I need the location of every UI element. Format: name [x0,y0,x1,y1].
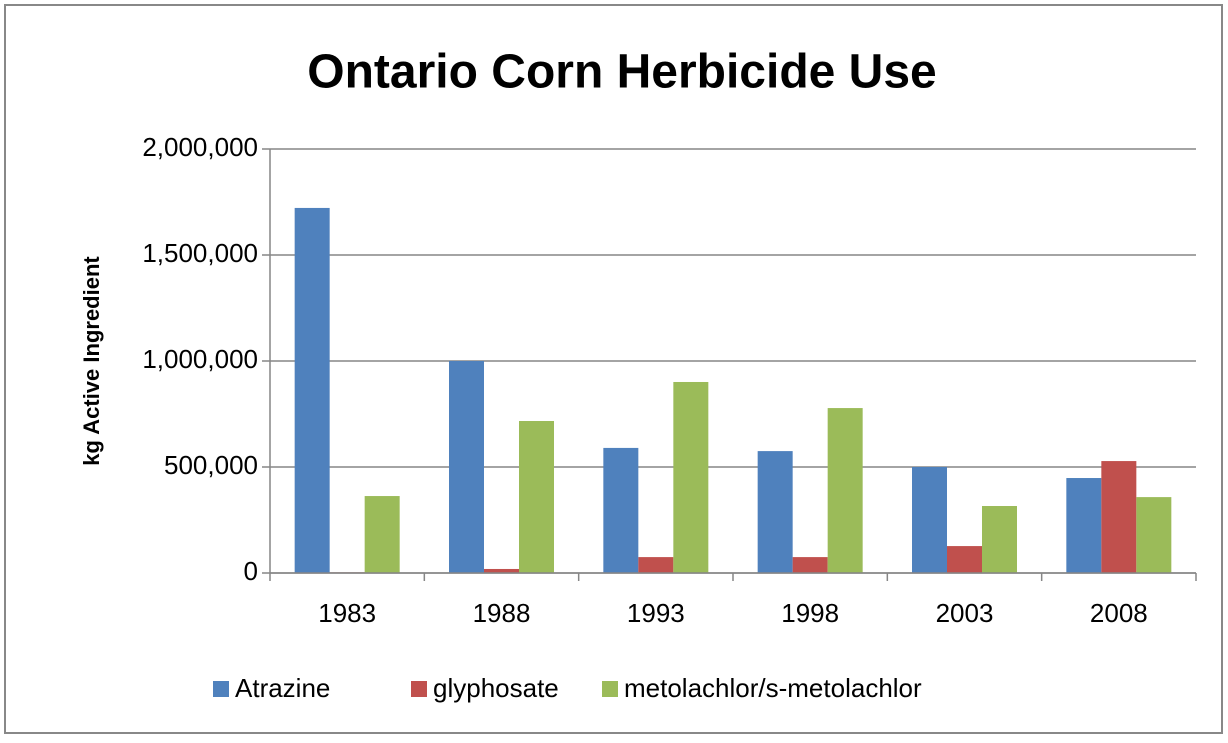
y-tick-label: 1,000,000 [142,344,258,374]
bar [947,546,982,573]
bar [638,557,674,573]
y-tick-label: 0 [244,556,258,586]
bar [673,381,709,573]
bar [827,408,863,573]
x-tick-label: 2008 [1090,598,1148,628]
x-tick-label: 1988 [473,598,531,628]
legend-label: metolachlor/s-metolachlor [624,673,922,703]
bar [364,496,400,573]
x-tick-label: 1983 [318,598,376,628]
bar [1066,478,1102,573]
y-tick-label: 2,000,000 [142,132,258,162]
legend-swatch [602,681,618,697]
y-tick-label: 1,500,000 [142,238,258,268]
bar [982,506,1017,573]
bar [1136,497,1172,573]
bar [1101,461,1137,573]
chart-border [4,4,1223,734]
bar [603,447,639,573]
y-axis-label: kg Active Ingredient [79,256,104,466]
bar [294,207,330,573]
x-tick-label: 2003 [936,598,994,628]
bar [757,451,793,573]
legend-swatch [411,681,427,697]
x-tick-label: 1998 [781,598,839,628]
chart-title: Ontario Corn Herbicide Use [307,46,936,99]
legend-swatch [213,681,229,697]
legend-label: glyphosate [433,673,559,703]
bar [792,557,828,573]
bar [519,420,554,573]
legend-label: Atrazine [235,673,330,703]
bar [484,568,519,573]
bar [912,467,947,573]
y-tick-label: 500,000 [164,450,258,480]
bar [449,361,484,573]
x-tick-label: 1993 [627,598,685,628]
